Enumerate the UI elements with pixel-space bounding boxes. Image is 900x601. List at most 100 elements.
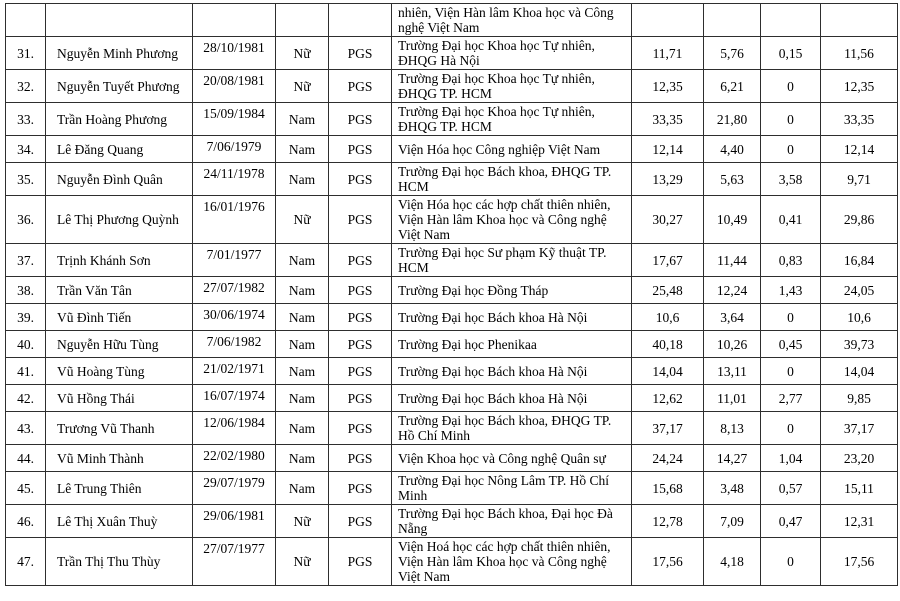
value-cell-1: 12,78	[631, 504, 704, 538]
value-cell-2: 10,26	[703, 330, 761, 358]
name-cell: Trương Vũ Thanh	[45, 411, 193, 445]
value-cell-3: 0	[760, 357, 821, 385]
table-row: 41. Vũ Hoàng Tùng 21/02/1971 Nam PGS Trư…	[5, 357, 898, 385]
dob-cell: 16/01/1976	[192, 195, 276, 244]
value-cell-3	[760, 3, 821, 37]
value-cell-1: 40,18	[631, 330, 704, 358]
value-cell-4: 12,31	[820, 504, 898, 538]
value-cell-4: 9,71	[820, 162, 898, 196]
value-cell-4: 33,35	[820, 102, 898, 136]
value-cell-2: 4,18	[703, 537, 761, 586]
name-cell	[45, 3, 193, 37]
gender-cell: Nam	[275, 357, 329, 385]
title-cell: PGS	[328, 537, 392, 586]
value-cell-4: 23,20	[820, 444, 898, 472]
row-number-cell: 40.	[5, 330, 46, 358]
value-cell-2: 12,24	[703, 276, 761, 304]
dob-cell	[192, 3, 276, 37]
gender-cell: Nam	[275, 276, 329, 304]
gender-cell: Nữ	[275, 36, 329, 70]
table-row: 42. Vũ Hồng Thái 16/07/1974 Nam PGS Trườ…	[5, 384, 898, 412]
table-row: 38. Trần Văn Tân 27/07/1982 Nam PGS Trườ…	[5, 276, 898, 304]
value-cell-1: 24,24	[631, 444, 704, 472]
institution-cell: Trường Đại học Bách khoa Hà Nội	[391, 384, 632, 412]
title-cell: PGS	[328, 243, 392, 277]
value-cell-4: 39,73	[820, 330, 898, 358]
title-cell: PGS	[328, 69, 392, 103]
value-cell-2: 3,64	[703, 303, 761, 331]
name-cell: Trần Thị Thu Thùy	[45, 537, 193, 586]
table-row: 35. Nguyễn Đình Quân 24/11/1978 Nam PGS …	[5, 162, 898, 196]
name-cell: Vũ Minh Thành	[45, 444, 193, 472]
gender-cell: Nam	[275, 303, 329, 331]
row-number-cell: 47.	[5, 537, 46, 586]
row-number-cell: 36.	[5, 195, 46, 244]
row-number-cell: 31.	[5, 36, 46, 70]
institution-cell: Trường Đại học Nông Lâm TP. Hồ Chí Minh	[391, 471, 632, 505]
value-cell-2: 11,01	[703, 384, 761, 412]
value-cell-2: 4,40	[703, 135, 761, 163]
gender-cell: Nam	[275, 471, 329, 505]
title-cell: PGS	[328, 504, 392, 538]
dob-cell: 7/06/1982	[192, 330, 276, 358]
institution-cell: Viện Khoa học và Công nghệ Quân sự	[391, 444, 632, 472]
institution-cell: Viện Hóa học Công nghiệp Việt Nam	[391, 135, 632, 163]
name-cell: Trần Văn Tân	[45, 276, 193, 304]
row-number-cell: 43.	[5, 411, 46, 445]
gender-cell: Nữ	[275, 537, 329, 586]
institution-cell: Trường Đại học Khoa học Tự nhiên, ĐHQG T…	[391, 102, 632, 136]
institution-cell: Trường Đại học Bách khoa Hà Nội	[391, 303, 632, 331]
name-cell: Lê Trung Thiên	[45, 471, 193, 505]
value-cell-2: 13,11	[703, 357, 761, 385]
gender-cell: Nam	[275, 162, 329, 196]
title-cell: PGS	[328, 195, 392, 244]
dob-cell: 16/07/1974	[192, 384, 276, 412]
dob-cell: 28/10/1981	[192, 36, 276, 70]
row-number-cell: 34.	[5, 135, 46, 163]
value-cell-1: 14,04	[631, 357, 704, 385]
value-cell-4: 16,84	[820, 243, 898, 277]
title-cell: PGS	[328, 444, 392, 472]
value-cell-2: 6,21	[703, 69, 761, 103]
dob-cell: 27/07/1982	[192, 276, 276, 304]
institution-cell: nhiên, Viện Hàn lâm Khoa học và Công ngh…	[391, 3, 632, 37]
name-cell: Nguyễn Đình Quân	[45, 162, 193, 196]
value-cell-4: 11,56	[820, 36, 898, 70]
value-cell-3: 0,83	[760, 243, 821, 277]
value-cell-4: 29,86	[820, 195, 898, 244]
gender-cell: Nam	[275, 384, 329, 412]
title-cell: PGS	[328, 102, 392, 136]
dob-cell: 21/02/1971	[192, 357, 276, 385]
name-cell: Lê Đăng Quang	[45, 135, 193, 163]
candidates-table: nhiên, Viện Hàn lâm Khoa học và Công ngh…	[5, 3, 898, 586]
institution-cell: Trường Đại học Bách khoa, ĐHQG TP. Hồ Ch…	[391, 411, 632, 445]
value-cell-3: 1,43	[760, 276, 821, 304]
value-cell-1: 15,68	[631, 471, 704, 505]
gender-cell: Nữ	[275, 69, 329, 103]
table-row: 46. Lê Thị Xuân Thuỳ 29/06/1981 Nữ PGS T…	[5, 504, 898, 538]
table-row: 47. Trần Thị Thu Thùy 27/07/1977 Nữ PGS …	[5, 537, 898, 586]
value-cell-1: 30,27	[631, 195, 704, 244]
value-cell-2: 10,49	[703, 195, 761, 244]
gender-cell	[275, 3, 329, 37]
gender-cell: Nữ	[275, 195, 329, 244]
value-cell-2: 7,09	[703, 504, 761, 538]
institution-cell: Trường Đại học Khoa học Tự nhiên, ĐHQG H…	[391, 36, 632, 70]
value-cell-3: 0,15	[760, 36, 821, 70]
row-number-cell: 41.	[5, 357, 46, 385]
value-cell-3: 1,04	[760, 444, 821, 472]
institution-cell: Trường Đại học Khoa học Tự nhiên, ĐHQG T…	[391, 69, 632, 103]
value-cell-1: 33,35	[631, 102, 704, 136]
value-cell-2: 21,80	[703, 102, 761, 136]
row-number-cell	[5, 3, 46, 37]
value-cell-1: 17,67	[631, 243, 704, 277]
title-cell: PGS	[328, 330, 392, 358]
value-cell-3: 0,57	[760, 471, 821, 505]
value-cell-2: 8,13	[703, 411, 761, 445]
value-cell-4: 15,11	[820, 471, 898, 505]
value-cell-4: 10,6	[820, 303, 898, 331]
table-row: 40. Nguyễn Hữu Tùng 7/06/1982 Nam PGS Tr…	[5, 330, 898, 358]
row-number-cell: 37.	[5, 243, 46, 277]
dob-cell: 24/11/1978	[192, 162, 276, 196]
dob-cell: 7/01/1977	[192, 243, 276, 277]
